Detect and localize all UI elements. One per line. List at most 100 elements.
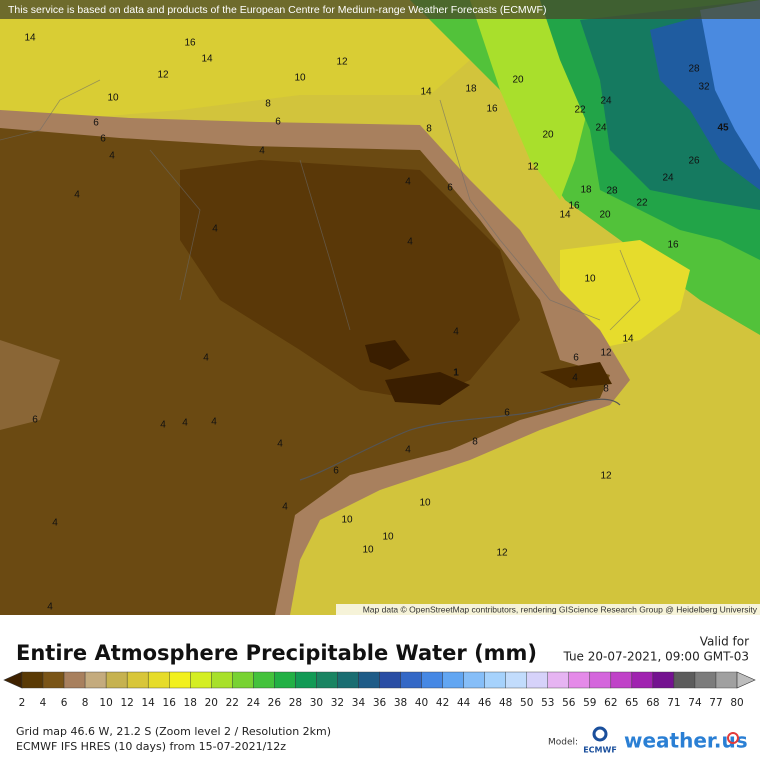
colorbar-tick-label: 40	[415, 697, 428, 709]
colorbar-tick-label: 14	[141, 697, 155, 709]
colorbar-tick-label: 18	[184, 697, 197, 709]
contour-label: 6	[32, 415, 38, 426]
contour-label: 14	[201, 54, 213, 65]
colorbar-cell	[42, 671, 65, 689]
colorbar-tick-label: 62	[604, 697, 617, 709]
contour-label: 22	[574, 105, 586, 116]
colorbar-cell	[274, 671, 296, 689]
colorbar-tick-label: 38	[394, 697, 407, 709]
colorbar-cell	[505, 671, 527, 689]
contour-label: 8	[426, 124, 432, 135]
colorbar-cell	[547, 671, 569, 689]
contour-label: 12	[157, 70, 169, 81]
valid-label: Valid for	[700, 635, 749, 649]
contour-label: 4	[74, 190, 80, 201]
colorbar-tick-label: 20	[205, 697, 218, 709]
contour-label: 4	[282, 502, 288, 513]
contour-label: 4	[453, 327, 459, 338]
contour-label: 20	[542, 130, 554, 141]
colorbar-cell	[169, 671, 191, 689]
colorbar-tick-label: 77	[709, 697, 722, 709]
legend-title: Entire Atmosphere Precipitable Water (mm…	[16, 641, 537, 665]
contour-label: 10	[382, 532, 394, 543]
contour-label: 18	[580, 185, 592, 196]
brand: weather.us	[624, 729, 748, 753]
map-area	[540, 362, 612, 388]
colorbar: 2 4 6 8 10 12 14 16 18 20 22 24 26 28 30 32 34 36 38 40 42 44…	[3, 671, 756, 709]
contour-label: 22	[636, 198, 648, 209]
colorbar-tick-label: 36	[373, 697, 387, 709]
contour-label: 16	[184, 38, 196, 49]
colorbar-cell	[105, 671, 128, 689]
contour-label: 6	[275, 117, 281, 128]
colorbar-tick-label: 65	[625, 697, 638, 709]
colorbar-cell	[295, 671, 317, 689]
border	[0, 79, 641, 331]
contour-label: 14	[420, 87, 432, 98]
contour-label: 6	[447, 183, 453, 194]
contour-label: 4	[407, 237, 413, 248]
contour-label: 4	[182, 418, 188, 429]
contour-label: 4	[405, 177, 411, 188]
colorbar-tick-label: 2	[19, 697, 26, 709]
colorbar-tick-label: 8	[82, 697, 89, 709]
colorbar-tick-label: 53	[541, 697, 554, 709]
contour-label: 12	[496, 548, 508, 559]
colorbar-cell	[63, 671, 86, 689]
contour-label: 4	[109, 151, 115, 162]
contour-label: 4	[277, 439, 283, 450]
contour-label: 8	[265, 99, 271, 110]
legend: Entire Atmosphere Precipitable Water (mm…	[3, 635, 756, 755]
contour-label: 16	[568, 201, 580, 212]
colorbar-cell	[694, 671, 717, 689]
contour-label: 4	[572, 373, 578, 384]
colorbar-cell	[715, 671, 738, 689]
colorbar-cell	[463, 671, 485, 689]
colorbar-cell	[337, 671, 359, 689]
colorbar-cell	[253, 671, 275, 689]
colorbar-cell	[211, 671, 233, 689]
colorbar-cell	[316, 671, 338, 689]
model-info: ECMWF IFS HRES (10 days) from 15-07-2021…	[16, 740, 286, 753]
contour-label: 6	[100, 134, 106, 145]
model-label: Model:	[548, 738, 578, 748]
colorbar-cell	[673, 671, 696, 689]
contour-label: 4	[160, 420, 166, 431]
brand-sun	[727, 732, 739, 744]
colorbar-tick-label: 32	[331, 697, 344, 709]
contour-label: 12	[527, 162, 539, 173]
colorbar-cell	[442, 671, 464, 689]
colorbar-tick-label: 6	[61, 697, 68, 709]
colorbar-cell	[421, 671, 443, 689]
contour-label: 24	[600, 96, 612, 107]
contour-label: 20	[512, 75, 524, 86]
colorbar-tick-label: 71	[667, 697, 680, 709]
colorbar-cell	[21, 671, 44, 689]
model-logo: ECMWF	[583, 746, 617, 755]
colorbar-tick-label: 12	[120, 697, 133, 709]
colorbar-cell	[526, 671, 548, 689]
contour-label: 1	[453, 368, 459, 379]
colorbar-cell	[652, 671, 675, 689]
colorbar-arrow	[3, 671, 23, 689]
map-area	[385, 372, 470, 405]
contour-label: 6	[573, 353, 579, 364]
colorbar-cell	[232, 671, 254, 689]
contour-label: 24	[662, 173, 674, 184]
contour-label: 10	[341, 515, 353, 526]
colorbar-cell	[379, 671, 401, 689]
contour-label: 12	[600, 471, 612, 482]
map-area	[365, 340, 410, 370]
contour-label: 10	[294, 73, 306, 84]
contour-label: 14	[622, 334, 634, 345]
colorbar-cell	[631, 671, 654, 689]
colorbar-tick-label: 30	[310, 697, 323, 709]
colorbar-tick-label: 80	[730, 697, 743, 709]
colorbar-tick-label: 28	[289, 697, 302, 709]
colorbar-cell	[568, 671, 591, 689]
contour-label: 4	[405, 445, 411, 456]
colorbar-cell	[126, 671, 149, 689]
contour-label: 20	[599, 210, 611, 221]
